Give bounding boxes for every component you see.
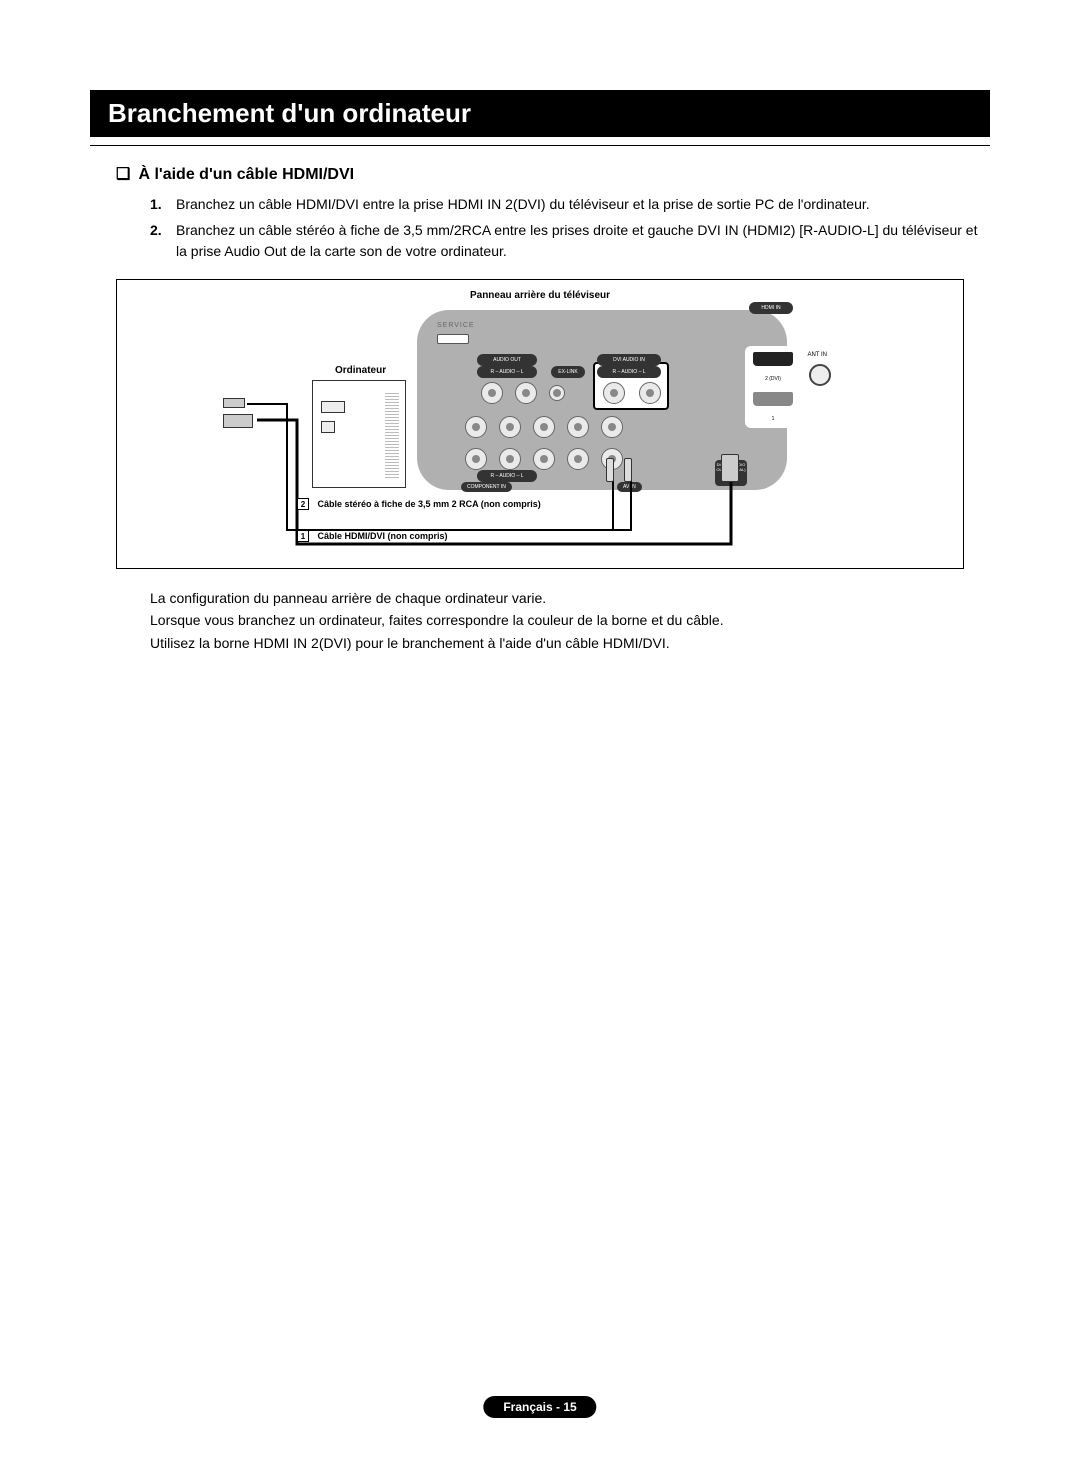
connection-diagram: Panneau arrière du téléviseur Ordinateur… bbox=[116, 279, 964, 569]
rca-plug-l bbox=[624, 458, 632, 482]
notes-block: La configuration du panneau arrière de c… bbox=[150, 587, 990, 654]
legend-num-box: 2 bbox=[297, 498, 309, 510]
page-footer: Français - 15 bbox=[483, 1396, 596, 1418]
legend-num-box: 1 bbox=[297, 530, 309, 542]
rca-plug-r bbox=[606, 458, 614, 482]
cables-svg bbox=[117, 280, 964, 569]
step-text: Branchez un câble HDMI/DVI entre la pris… bbox=[176, 194, 990, 214]
step-number: 1. bbox=[150, 194, 176, 214]
subheading: ❑ À l'aide d'un câble HDMI/DVI bbox=[116, 164, 990, 184]
legend-item-2: 2 Câble stéréo à fiche de 3,5 mm 2 RCA (… bbox=[297, 498, 541, 510]
subheading-text: À l'aide d'un câble HDMI/DVI bbox=[138, 166, 354, 183]
step-number: 2. bbox=[150, 220, 176, 261]
note-text: La configuration du panneau arrière de c… bbox=[150, 587, 546, 609]
page-title: Branchement d'un ordinateur bbox=[90, 90, 990, 137]
legend-text: Câble stéréo à fiche de 3,5 mm 2 RCA (no… bbox=[318, 499, 541, 509]
title-rule bbox=[90, 145, 990, 146]
legend-text: Câble HDMI/DVI (non compris) bbox=[318, 531, 448, 541]
subheading-bullet: ❑ bbox=[116, 164, 134, 184]
note-text: Utilisez la borne HDMI IN 2(DVI) pour le… bbox=[150, 632, 670, 654]
legend-item-1: 1 Câble HDMI/DVI (non compris) bbox=[297, 530, 448, 542]
hdmi-plug-tv bbox=[721, 454, 739, 482]
steps-list: 1. Branchez un câble HDMI/DVI entre la p… bbox=[150, 194, 990, 261]
step-text: Branchez un câble stéréo à fiche de 3,5 … bbox=[176, 220, 990, 261]
note-text: Lorsque vous branchez un ordinateur, fai… bbox=[150, 609, 724, 631]
